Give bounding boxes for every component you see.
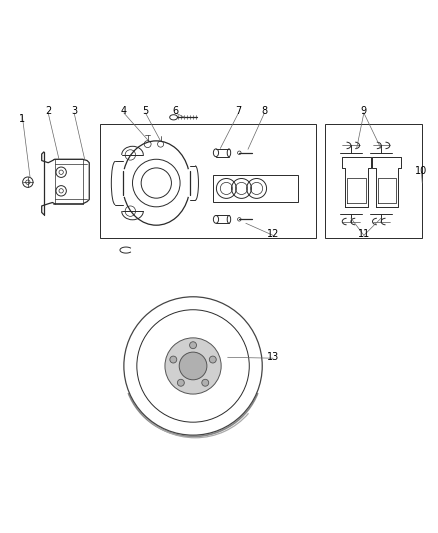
Text: 8: 8 (261, 106, 268, 116)
Text: 6: 6 (173, 106, 179, 116)
Bar (325, 124, 422, 238)
Text: 7: 7 (235, 106, 242, 116)
Text: 2: 2 (45, 106, 51, 116)
Text: 4: 4 (121, 106, 127, 116)
Bar (213, 175, 298, 202)
Circle shape (177, 379, 184, 386)
Circle shape (179, 352, 207, 380)
Text: 11: 11 (358, 229, 370, 239)
Text: 1: 1 (19, 115, 25, 125)
Text: 10: 10 (415, 166, 427, 176)
Text: 5: 5 (142, 106, 148, 116)
Circle shape (190, 342, 197, 349)
Text: 9: 9 (361, 106, 367, 116)
Circle shape (170, 356, 177, 363)
Circle shape (165, 338, 221, 394)
Circle shape (202, 379, 209, 386)
Circle shape (209, 356, 216, 363)
Text: 13: 13 (267, 352, 279, 362)
Bar (100, 124, 316, 238)
Text: 3: 3 (71, 106, 77, 116)
Text: 12: 12 (267, 229, 279, 239)
